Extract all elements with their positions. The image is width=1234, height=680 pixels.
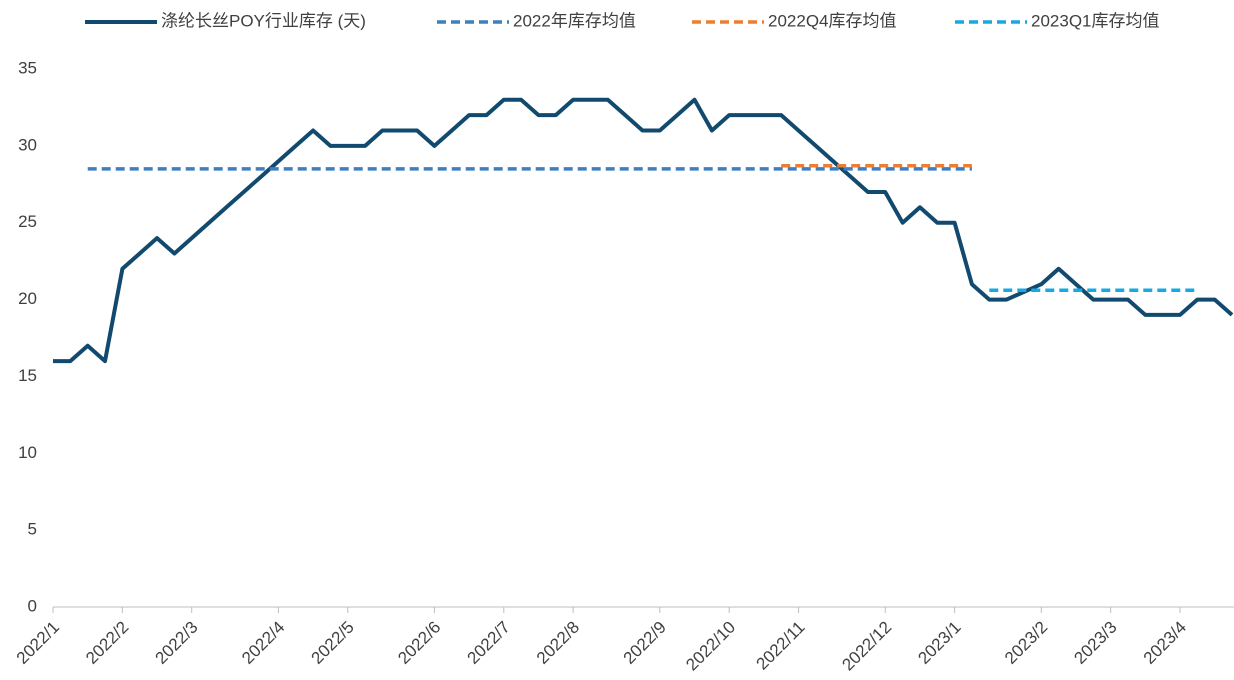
x-tick-label: 2022/11 (753, 618, 809, 674)
x-tick-label: 2022/7 (464, 618, 514, 668)
y-tick-label: 5 (28, 520, 37, 539)
x-tick-label: 2022/3 (152, 618, 202, 668)
y-tick-label: 15 (18, 366, 37, 385)
y-tick-label: 35 (18, 58, 37, 77)
legend-label: 2022Q4库存均值 (768, 11, 897, 30)
legend-label: 2023Q1库存均值 (1031, 11, 1160, 30)
x-tick-label: 2022/4 (238, 618, 288, 668)
y-tick-label: 30 (18, 135, 37, 154)
legend-label: 涤纶长丝POY行业库存 (天) (161, 11, 366, 30)
x-tick-label: 2022/8 (533, 618, 583, 668)
x-tick-label: 2023/3 (1070, 618, 1120, 668)
x-tick-label: 2022/6 (394, 618, 444, 668)
y-tick-label: 10 (18, 443, 37, 462)
x-tick-label: 2023/4 (1140, 618, 1190, 668)
x-tick-label: 2022/2 (82, 618, 132, 668)
legend-label: 2022年库存均值 (513, 11, 636, 30)
x-tick-label: 2022/10 (682, 618, 739, 675)
x-tick-label: 2022/5 (308, 618, 358, 668)
x-tick-label: 2022/9 (620, 618, 670, 668)
x-tick-label: 2023/1 (914, 618, 964, 668)
x-tick-label: 2022/12 (838, 618, 895, 675)
y-tick-label: 20 (18, 289, 37, 308)
x-tick-label: 2022/1 (13, 618, 63, 668)
series-line (53, 97, 1234, 364)
y-tick-label: 25 (18, 212, 37, 231)
x-tick-label: 2023/2 (1001, 618, 1051, 668)
y-tick-label: 0 (28, 596, 37, 615)
